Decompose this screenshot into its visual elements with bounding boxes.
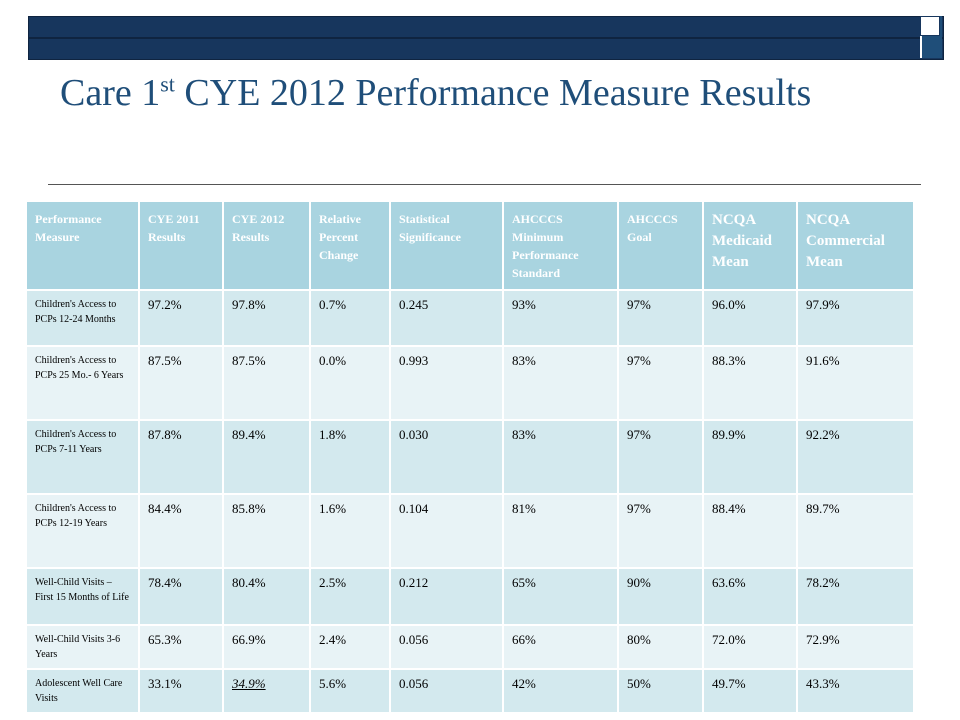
cell-goal: 90% <box>617 567 704 626</box>
cell-goal: 97% <box>617 345 704 421</box>
cell-min-standard: 83% <box>502 345 619 421</box>
title-divider <box>48 184 921 185</box>
cell-significance: 0.104 <box>389 493 504 569</box>
cell-min-standard: 66% <box>502 624 619 670</box>
cell-commercial-mean: 92.2% <box>796 419 915 495</box>
cell-min-standard: 83% <box>502 419 619 495</box>
header-ahcccs-goal: AHCCCS Goal <box>617 200 704 291</box>
cell-significance: 0.030 <box>389 419 504 495</box>
corner-accent-top <box>920 16 940 36</box>
cell-min-standard: 81% <box>502 493 619 569</box>
table-row: Well-Child Visits – First 15 Months of L… <box>25 567 915 626</box>
cell-significance: 0.056 <box>389 624 504 670</box>
slide-title: Care 1st CYE 2012 Performance Measure Re… <box>60 70 920 116</box>
cell-commercial-mean: 89.7% <box>796 493 915 569</box>
cell-goal: 80% <box>617 624 704 670</box>
performance-table: Performance Measure CYE 2011 Results CYE… <box>25 200 915 714</box>
cell-goal: 50% <box>617 668 704 714</box>
cell-measure: Children's Access to PCPs 12-24 Months <box>25 289 140 347</box>
cell-medicaid-mean: 49.7% <box>702 668 798 714</box>
title-part1: Care 1 <box>60 72 161 114</box>
cell-change: 1.8% <box>309 419 391 495</box>
cell-measure: Children's Access to PCPs 12-19 Years <box>25 493 140 569</box>
header-statistical-significance: Statistical Significance <box>389 200 504 291</box>
cell-cye2012-value: 34.9% <box>232 676 266 691</box>
cell-change: 2.5% <box>309 567 391 626</box>
cell-change: 0.7% <box>309 289 391 347</box>
cell-medicaid-mean: 89.9% <box>702 419 798 495</box>
cell-commercial-mean: 72.9% <box>796 624 915 670</box>
cell-measure: Adolescent Well Care Visits <box>25 668 140 714</box>
cell-cye2011: 84.4% <box>138 493 224 569</box>
cell-measure: Children's Access to PCPs 25 Mo.- 6 Year… <box>25 345 140 421</box>
cell-cye2011: 33.1% <box>138 668 224 714</box>
header-ncqa-medicaid-mean: NCQA Medicaid Mean <box>702 200 798 291</box>
cell-min-standard: 42% <box>502 668 619 714</box>
cell-medicaid-mean: 88.3% <box>702 345 798 421</box>
cell-commercial-mean: 91.6% <box>796 345 915 421</box>
cell-goal: 97% <box>617 493 704 569</box>
cell-cye2011: 78.4% <box>138 567 224 626</box>
cell-medicaid-mean: 72.0% <box>702 624 798 670</box>
table-row: Children's Access to PCPs 12-19 Years 84… <box>25 493 915 569</box>
table-row: Adolescent Well Care Visits 33.1% 34.9% … <box>25 668 915 714</box>
cell-medicaid-mean: 63.6% <box>702 567 798 626</box>
table-row: Children's Access to PCPs 25 Mo.- 6 Year… <box>25 345 915 421</box>
cell-measure: Children's Access to PCPs 7-11 Years <box>25 419 140 495</box>
cell-medicaid-mean: 88.4% <box>702 493 798 569</box>
cell-cye2012: 80.4% <box>222 567 311 626</box>
cell-measure: Well-Child Visits 3-6 Years <box>25 624 140 670</box>
cell-cye2011: 87.8% <box>138 419 224 495</box>
cell-cye2011: 65.3% <box>138 624 224 670</box>
table-row: Children's Access to PCPs 7-11 Years 87.… <box>25 419 915 495</box>
header-relative-change: Relative Percent Change <box>309 200 391 291</box>
cell-cye2012: 66.9% <box>222 624 311 670</box>
cell-goal: 97% <box>617 419 704 495</box>
cell-medicaid-mean: 96.0% <box>702 289 798 347</box>
cell-min-standard: 65% <box>502 567 619 626</box>
cell-significance: 0.245 <box>389 289 504 347</box>
header-minimum-standard: AHCCCS Minimum Performance Standard <box>502 200 619 291</box>
table-row: Children's Access to PCPs 12-24 Months 9… <box>25 289 915 347</box>
cell-change: 5.6% <box>309 668 391 714</box>
header-banner-top <box>28 16 944 38</box>
cell-cye2012: 87.5% <box>222 345 311 421</box>
header-cye-2012: CYE 2012 Results <box>222 200 311 291</box>
cell-commercial-mean: 43.3% <box>796 668 915 714</box>
cell-change: 2.4% <box>309 624 391 670</box>
cell-measure: Well-Child Visits – First 15 Months of L… <box>25 567 140 626</box>
table-header-row: Performance Measure CYE 2011 Results CYE… <box>25 200 915 291</box>
header-performance-measure: Performance Measure <box>25 200 140 291</box>
cell-cye2011: 97.2% <box>138 289 224 347</box>
cell-commercial-mean: 97.9% <box>796 289 915 347</box>
cell-significance: 0.212 <box>389 567 504 626</box>
header-cye-2011: CYE 2011 Results <box>138 200 224 291</box>
cell-significance: 0.993 <box>389 345 504 421</box>
cell-cye2012: 85.8% <box>222 493 311 569</box>
table-row: Well-Child Visits 3-6 Years 65.3% 66.9% … <box>25 624 915 670</box>
cell-goal: 97% <box>617 289 704 347</box>
cell-change: 0.0% <box>309 345 391 421</box>
cell-change: 1.6% <box>309 493 391 569</box>
cell-min-standard: 93% <box>502 289 619 347</box>
cell-commercial-mean: 78.2% <box>796 567 915 626</box>
cell-cye2011: 87.5% <box>138 345 224 421</box>
cell-cye2012: 34.9% <box>222 668 311 714</box>
title-part2: CYE 2012 Performance Measure Results <box>174 72 812 114</box>
header-ncqa-commercial-mean: NCQA Commercial Mean <box>796 200 915 291</box>
cell-cye2012: 97.8% <box>222 289 311 347</box>
cell-significance: 0.056 <box>389 668 504 714</box>
title-superscript: st <box>160 71 175 97</box>
header-banner-bottom <box>28 38 944 60</box>
cell-cye2012: 89.4% <box>222 419 311 495</box>
